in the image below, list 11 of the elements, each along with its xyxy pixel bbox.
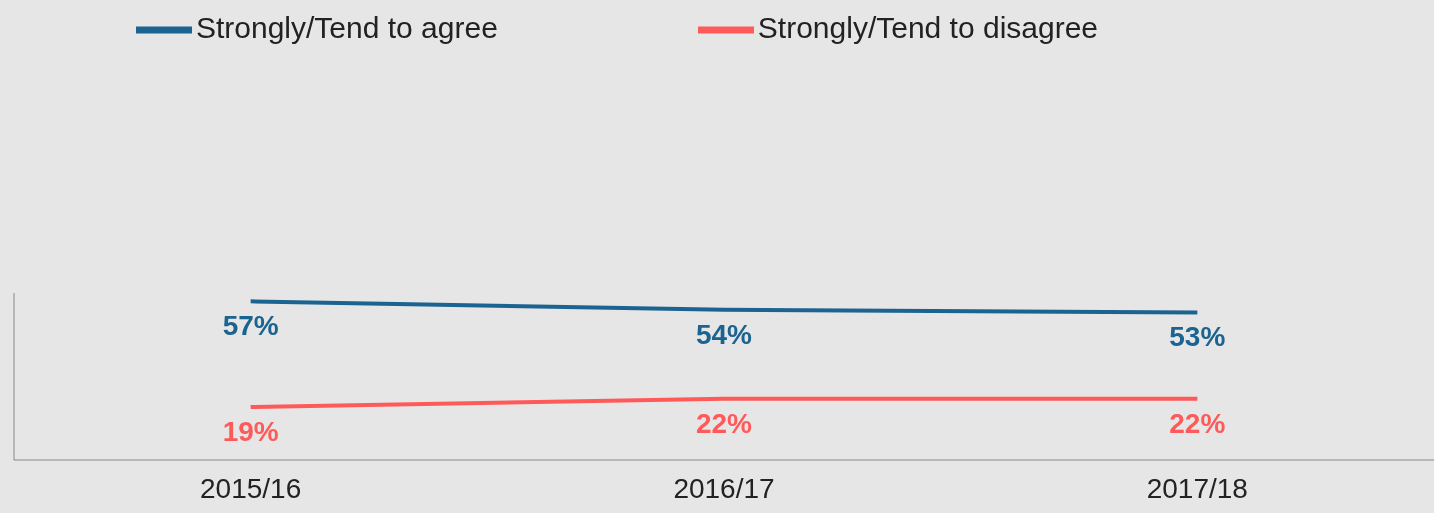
data-label: 53% bbox=[1169, 321, 1226, 353]
legend-label: Strongly/Tend to disagree bbox=[757, 10, 1099, 44]
legend-label: Strongly/Tend to agree bbox=[195, 10, 498, 44]
data-label: 57% bbox=[222, 310, 279, 342]
data-label: 54% bbox=[695, 318, 753, 350]
x-tick-label: 2017/18 bbox=[1146, 472, 1248, 504]
data-label: 22% bbox=[695, 407, 753, 439]
x-tick-label: 2016/17 bbox=[673, 472, 775, 504]
data-label: 22% bbox=[1169, 407, 1226, 439]
data-label: 19% bbox=[222, 416, 279, 447]
x-tick-label: 2015/16 bbox=[200, 472, 302, 504]
